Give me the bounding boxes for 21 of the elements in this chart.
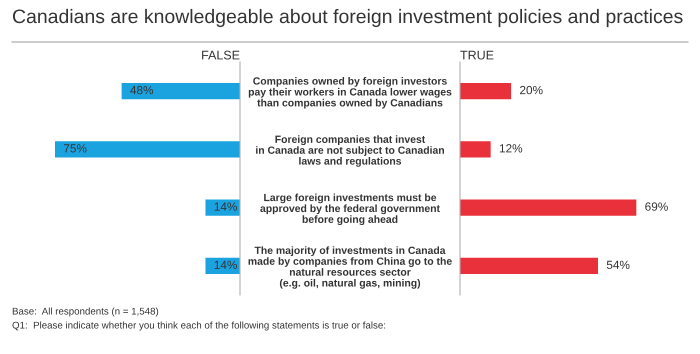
data-label: 14% bbox=[214, 202, 238, 211]
y-tick-label: Companies owned by foreign investors pay their workers in Canada lower wages than companies owned by Canadians bbox=[248, 77, 452, 109]
bar bbox=[460, 199, 636, 216]
series-label: TRUE bbox=[460, 50, 494, 60]
bar bbox=[460, 82, 512, 100]
data-label: 12% bbox=[500, 144, 522, 152]
data-label: 54% bbox=[606, 260, 630, 270]
series-label: FALSE bbox=[202, 50, 240, 60]
text: Canadians are knowledgeable about foreign investment policies and practices bbox=[12, 8, 683, 28]
y-tick-label: The majority of investments in Canada made by companies from China go to the natural resources sector (e.g. oil, natural gas, mining) bbox=[248, 246, 452, 289]
data-label: 69% bbox=[645, 202, 668, 211]
text: Base: All respondents (n = 1,548) bbox=[12, 307, 158, 317]
bar bbox=[460, 258, 598, 274]
y-tick-label: Large foreign investments must be approved by the federal government before going ahead bbox=[260, 194, 440, 226]
data-label: 20% bbox=[520, 86, 543, 94]
data-label: 48% bbox=[130, 86, 154, 94]
data-label: 14% bbox=[214, 260, 238, 269]
data-label: 75% bbox=[64, 144, 87, 153]
text: Q1: Please indicate whether you think each of the following statements is true or false: bbox=[12, 321, 386, 331]
bar bbox=[460, 141, 491, 158]
y-tick-label: Foreign companies that invest in Canada are not subject to Canadian laws and regulations bbox=[256, 135, 444, 167]
